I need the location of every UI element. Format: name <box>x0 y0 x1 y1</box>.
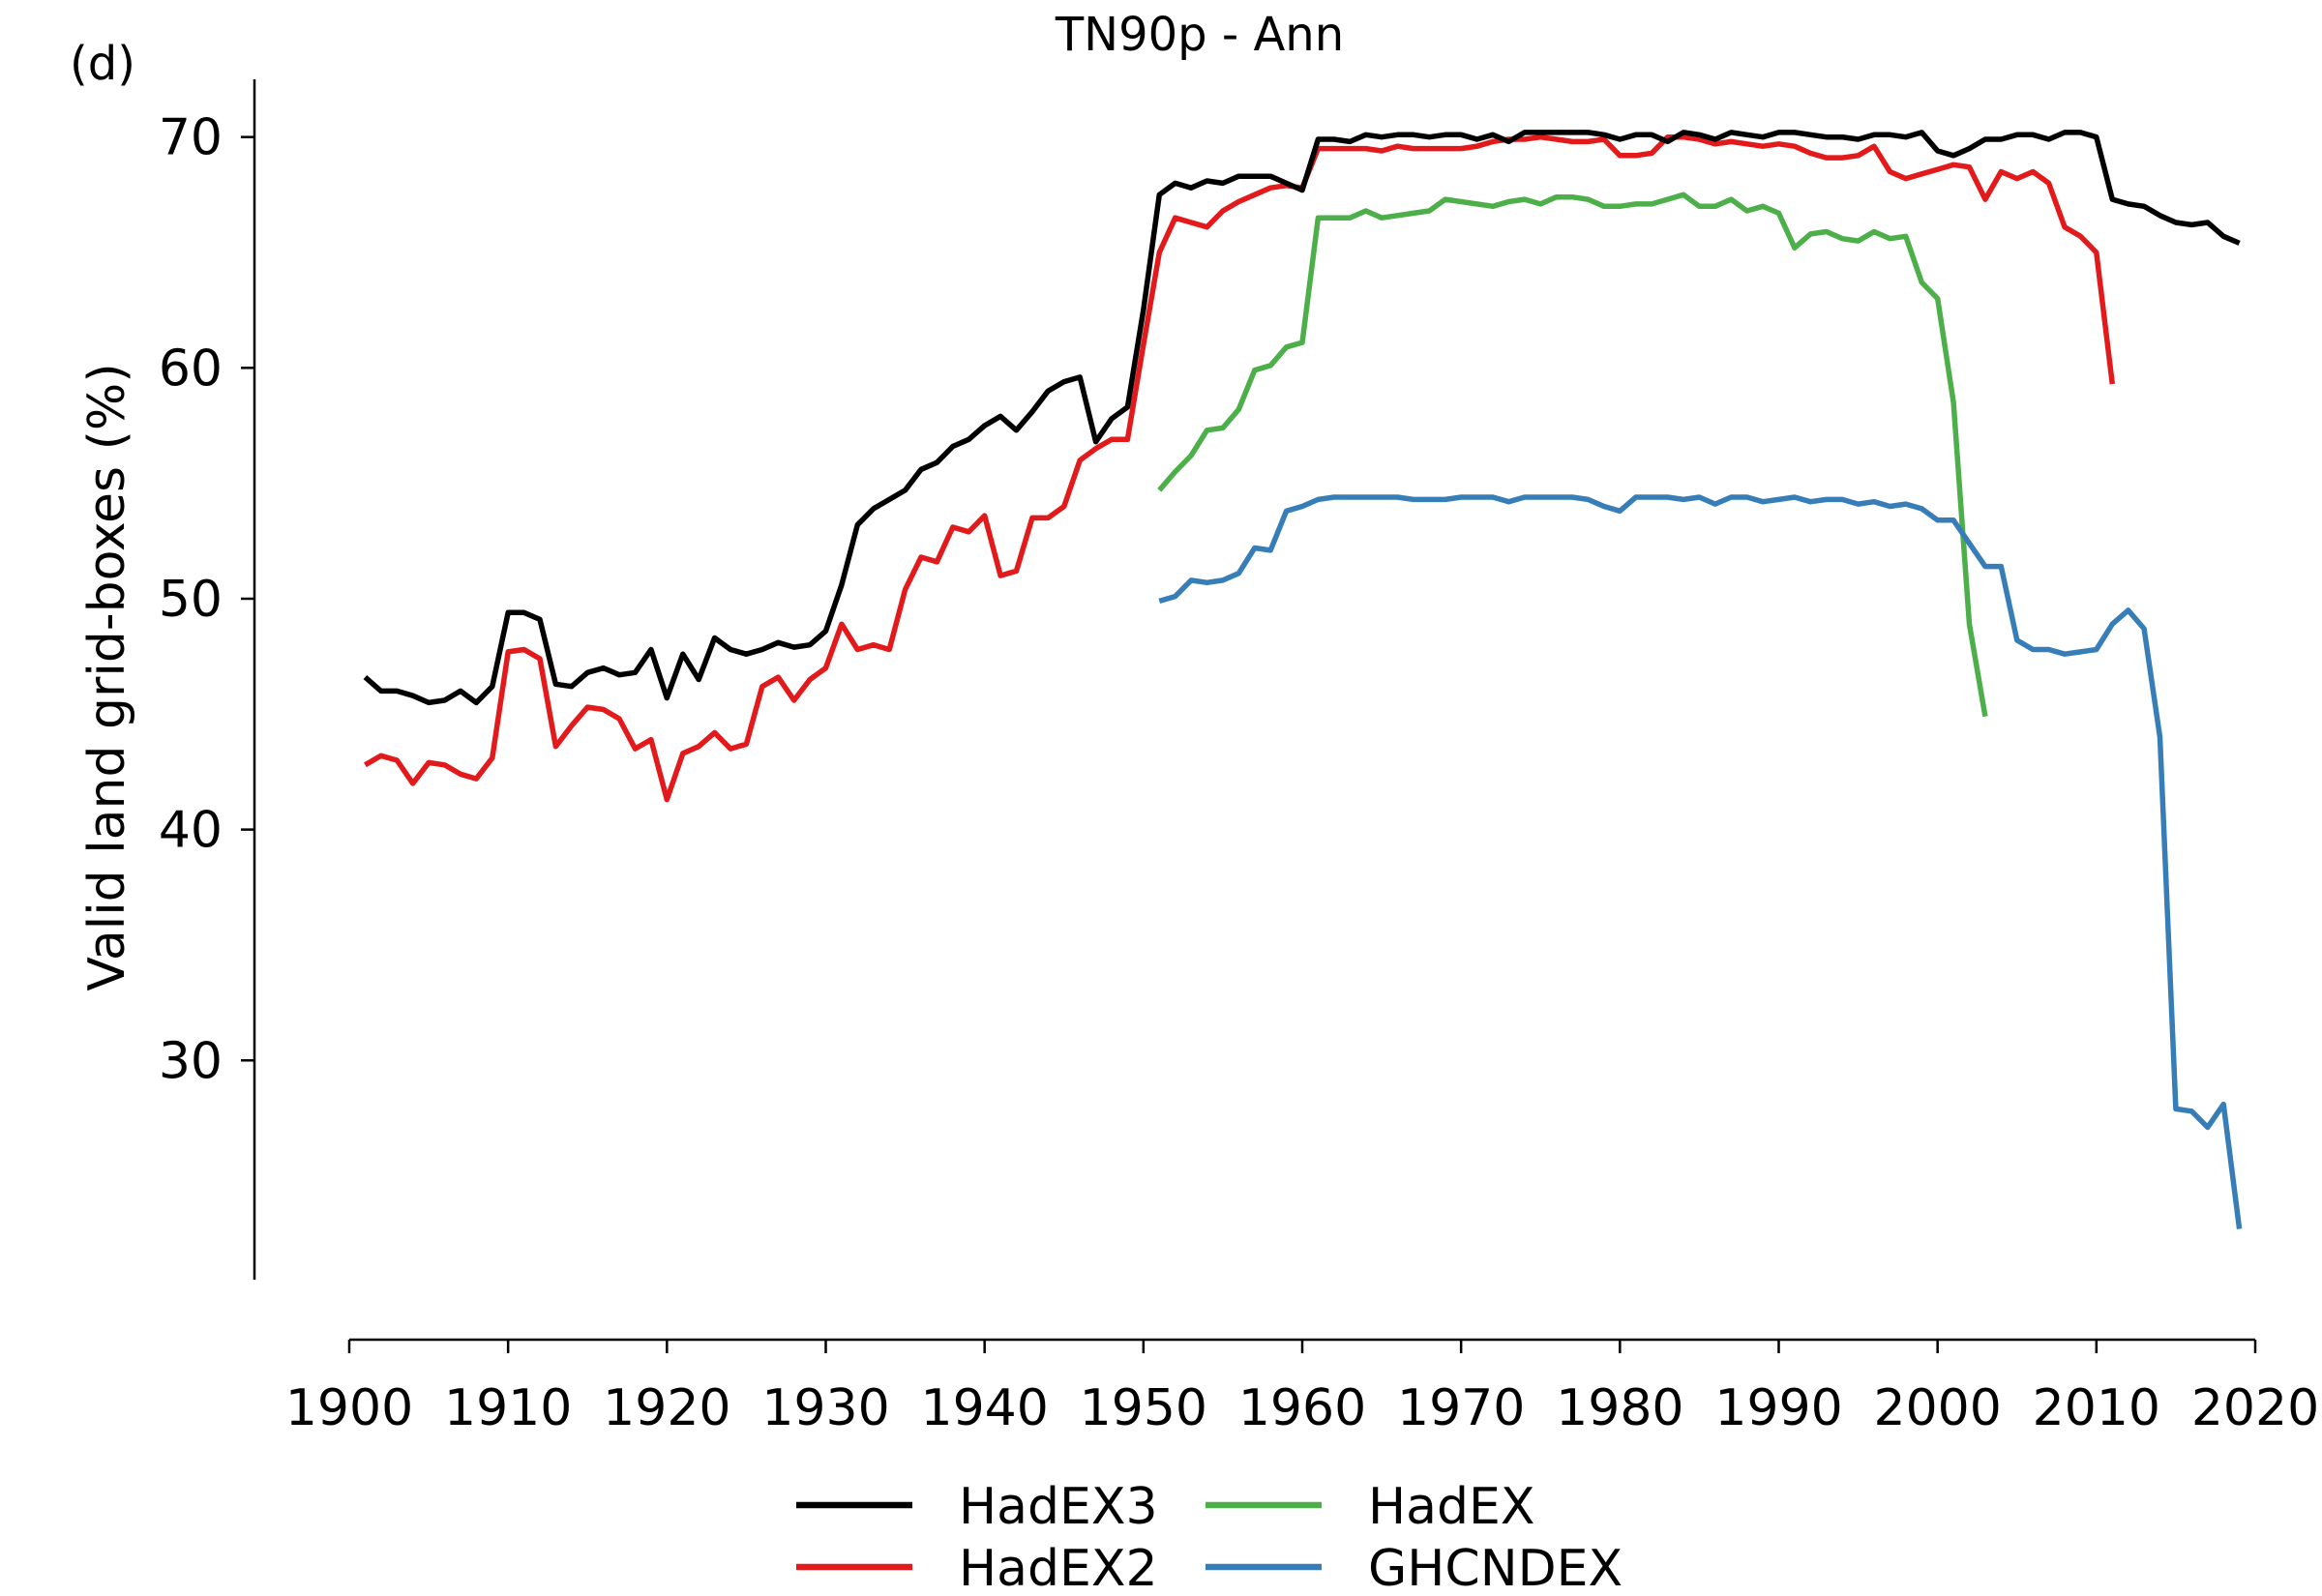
x-tick-label: 1940 <box>920 1379 1048 1437</box>
x-tick-label: 2010 <box>2033 1379 2160 1437</box>
panel-label: (d) <box>70 37 135 91</box>
series-line-hadex <box>1157 192 1988 718</box>
legend-label: HadEX3 <box>959 1478 1158 1536</box>
y-tick-label: 70 <box>159 109 223 167</box>
y-tick-label: 40 <box>159 802 223 860</box>
series-line-ghcndex <box>1158 494 2243 1229</box>
y-axis-label: Valid land grid-boxes (%) <box>78 363 136 990</box>
y-tick-label: 50 <box>159 571 223 629</box>
x-tick-label: 1970 <box>1397 1379 1525 1437</box>
y-tick-label: 60 <box>159 340 223 398</box>
y-ticks: 30 40 50 60 70 <box>159 109 254 1090</box>
x-tick-label: 1910 <box>444 1379 572 1437</box>
x-tick-label: 1950 <box>1080 1379 1207 1437</box>
x-tick-label: 1980 <box>1556 1379 1683 1437</box>
x-tick-label: 1920 <box>603 1379 730 1437</box>
chart-title: TN90p - Ann <box>1055 8 1344 62</box>
series-lines <box>363 130 2243 1229</box>
x-tick-label: 1900 <box>285 1379 413 1437</box>
x-tick-label: 1960 <box>1238 1379 1366 1437</box>
x-ticks: 1900 1910 1920 1930 1940 1950 1960 1970 1980 1990… <box>285 1340 2319 1437</box>
legend-label: HadEX <box>1368 1478 1534 1536</box>
x-tick-label: 2020 <box>2191 1379 2319 1437</box>
x-tick-label: 1990 <box>1714 1379 1842 1437</box>
x-tick-label: 1930 <box>761 1379 889 1437</box>
legend-label: HadEX2 <box>959 1540 1158 1596</box>
series-line-hadex2 <box>364 133 2116 803</box>
series-line-hadex3 <box>363 130 2241 706</box>
legend-label: GHCNDEX <box>1368 1540 1622 1596</box>
y-tick-label: 30 <box>159 1032 223 1090</box>
x-tick-label: 2000 <box>1873 1379 2001 1437</box>
